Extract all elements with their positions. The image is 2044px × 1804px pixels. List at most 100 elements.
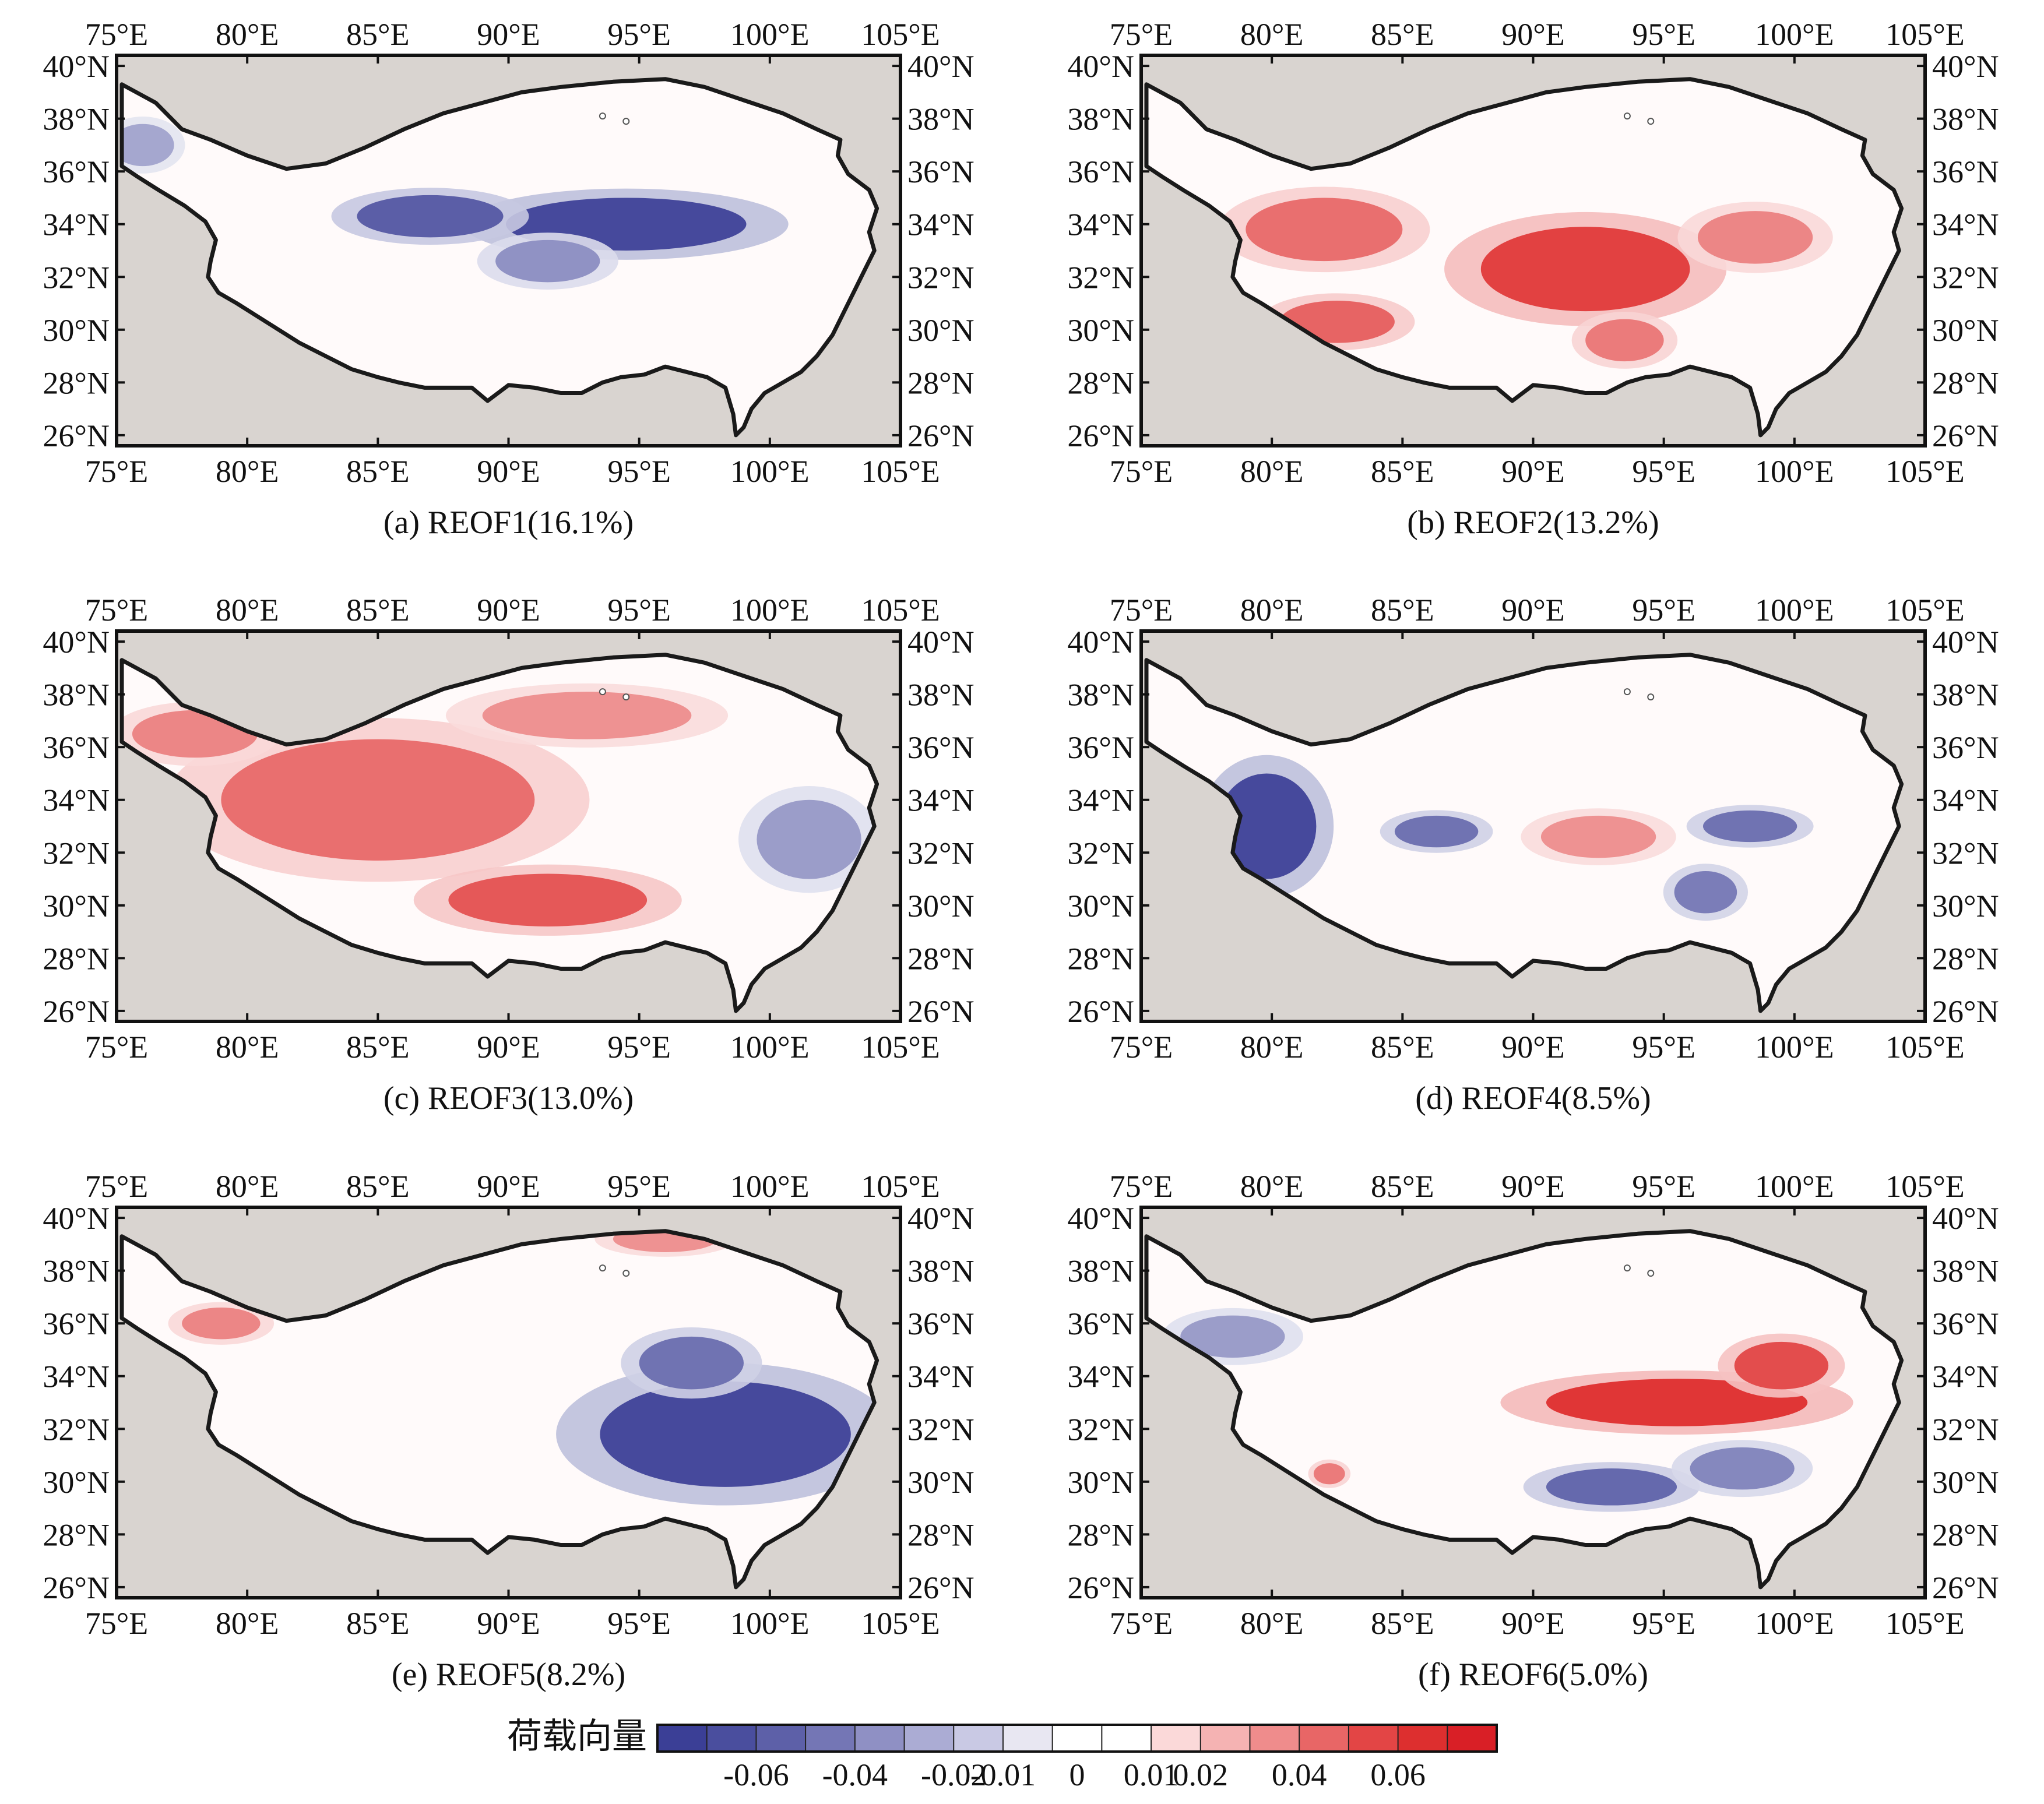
lat-label-right: 34°N — [1932, 207, 1999, 242]
lon-label-bottom: 80°E — [1240, 1030, 1304, 1065]
lon-label-bottom: 85°E — [1371, 454, 1434, 489]
colorbar-swatch — [1199, 1724, 1251, 1752]
lon-label-top: 90°E — [1501, 1169, 1565, 1204]
lat-label-left: 26°N — [1067, 418, 1134, 453]
lat-label-left: 30°N — [1067, 889, 1134, 924]
loading-anomaly-negative — [600, 1381, 851, 1487]
loading-field — [1218, 186, 1833, 369]
lon-label-top: 90°E — [1501, 593, 1565, 628]
lat-label-right: 40°N — [1932, 1201, 1999, 1236]
lat-label-right: 40°N — [1932, 625, 1999, 660]
lat-label-right: 32°N — [907, 1412, 974, 1447]
lat-label-right: 40°N — [907, 49, 974, 84]
map-panel-f: 75°E 75°E 80°E 80°E 85°E 85°E 90°E 90°E 95°E 95°E… — [1067, 1169, 1999, 1693]
lon-label-top: 100°E — [1755, 17, 1834, 52]
lat-label-left: 28°N — [43, 1517, 110, 1552]
lon-label-top: 95°E — [607, 593, 671, 628]
lon-label-top: 80°E — [216, 17, 279, 52]
lat-label-right: 36°N — [1932, 730, 1999, 765]
lat-label-left: 34°N — [1067, 207, 1134, 242]
lon-label-bottom: 100°E — [1755, 454, 1834, 489]
lat-label-left: 34°N — [43, 783, 110, 818]
loading-field — [1199, 755, 1814, 921]
lat-label-right: 30°N — [1932, 1465, 1999, 1500]
lon-label-bottom: 80°E — [1240, 454, 1304, 489]
lon-label-top: 95°E — [607, 1169, 671, 1204]
lat-label-left: 28°N — [1067, 941, 1134, 976]
lon-label-top: 75°E — [1110, 1169, 1173, 1204]
lon-label-top: 85°E — [1371, 593, 1434, 628]
lon-label-bottom: 100°E — [730, 454, 810, 489]
lat-label-left: 40°N — [43, 49, 110, 84]
lat-label-right: 38°N — [907, 678, 974, 713]
plateau-border — [1144, 653, 1904, 1013]
colorbar-tick-label: -0.01 — [970, 1757, 1036, 1792]
loading-field — [122, 117, 789, 290]
colorbar-swatch — [706, 1724, 757, 1752]
lat-label-right: 38°N — [1932, 678, 1999, 713]
lon-label-top: 85°E — [1371, 1169, 1434, 1204]
map-panel-a: 75°E 75°E 80°E 80°E 85°E 85°E 90°E 90°E 95°E 95°E… — [43, 17, 974, 541]
lon-label-bottom: 105°E — [1885, 1606, 1965, 1641]
lon-label-bottom: 75°E — [85, 1030, 149, 1065]
panel-caption: (d) REOF4(8.5%) — [1415, 1080, 1651, 1116]
plateau-border — [1144, 1229, 1904, 1590]
loading-anomaly-negative — [1674, 871, 1737, 914]
lon-label-bottom: 90°E — [1501, 1606, 1565, 1641]
panel-caption: (e) REOF5(8.2%) — [392, 1657, 625, 1693]
loading-anomaly-positive — [221, 739, 535, 861]
lat-label-left: 32°N — [43, 260, 110, 295]
lon-label-top: 100°E — [1755, 1169, 1834, 1204]
lat-label-right: 28°N — [1932, 1517, 1999, 1552]
lat-label-right: 28°N — [907, 941, 974, 976]
lat-label-left: 36°N — [43, 154, 110, 189]
lat-label-left: 36°N — [1067, 1306, 1134, 1341]
loading-anomaly-positive — [1313, 1463, 1345, 1485]
loading-anomaly-positive — [1585, 319, 1664, 362]
lon-label-top: 95°E — [1632, 593, 1695, 628]
lat-label-right: 36°N — [1932, 154, 1999, 189]
lat-label-right: 26°N — [1932, 418, 1999, 453]
lat-label-left: 38°N — [43, 102, 110, 137]
lat-label-left: 26°N — [43, 418, 110, 453]
lon-label-top: 85°E — [346, 593, 410, 628]
lon-label-bottom: 80°E — [216, 1606, 279, 1641]
lon-label-top: 85°E — [346, 1169, 410, 1204]
lat-label-right: 32°N — [907, 260, 974, 295]
lat-label-left: 32°N — [1067, 836, 1134, 871]
lon-label-bottom: 105°E — [861, 454, 940, 489]
lat-label-left: 36°N — [1067, 730, 1134, 765]
lake-marker — [1623, 688, 1631, 696]
lat-label-left: 38°N — [43, 678, 110, 713]
colorbar-tick-label: 0.04 — [1272, 1757, 1327, 1792]
lat-label-right: 40°N — [1932, 49, 1999, 84]
panel-caption: (a) REOF1(16.1%) — [384, 505, 634, 541]
lon-label-top: 90°E — [1501, 17, 1565, 52]
lat-label-right: 30°N — [907, 1465, 974, 1500]
lon-label-bottom: 105°E — [1885, 454, 1965, 489]
lon-label-bottom: 85°E — [346, 1606, 410, 1641]
lat-label-left: 30°N — [43, 889, 110, 924]
colorbar-title: 荷载向量 — [507, 1716, 647, 1757]
lon-label-bottom: 90°E — [1501, 454, 1565, 489]
plateau-border — [1144, 77, 1904, 438]
lat-label-right: 36°N — [907, 1306, 974, 1341]
lon-label-top: 100°E — [1755, 593, 1834, 628]
lat-label-right: 40°N — [907, 1201, 974, 1236]
loading-anomaly-positive — [1480, 227, 1690, 312]
lat-label-right: 36°N — [907, 154, 974, 189]
lon-label-top: 80°E — [216, 1169, 279, 1204]
lon-label-top: 95°E — [1632, 17, 1695, 52]
loading-anomaly-negative — [1690, 1447, 1795, 1490]
panels-layer: 75°E 75°E 80°E 80°E 85°E 85°E 90°E 90°E 95°E 95°E… — [43, 17, 1999, 1693]
lon-label-bottom: 80°E — [216, 454, 279, 489]
colorbar-tick-label: 0 — [1070, 1757, 1085, 1792]
lat-label-right: 30°N — [907, 889, 974, 924]
lat-label-right: 32°N — [1932, 1412, 1999, 1447]
lon-label-top: 105°E — [1885, 17, 1965, 52]
lon-label-bottom: 90°E — [477, 454, 540, 489]
lat-label-right: 32°N — [1932, 836, 1999, 871]
lon-label-bottom: 100°E — [730, 1606, 810, 1641]
colorbar-swatch — [1397, 1724, 1448, 1752]
